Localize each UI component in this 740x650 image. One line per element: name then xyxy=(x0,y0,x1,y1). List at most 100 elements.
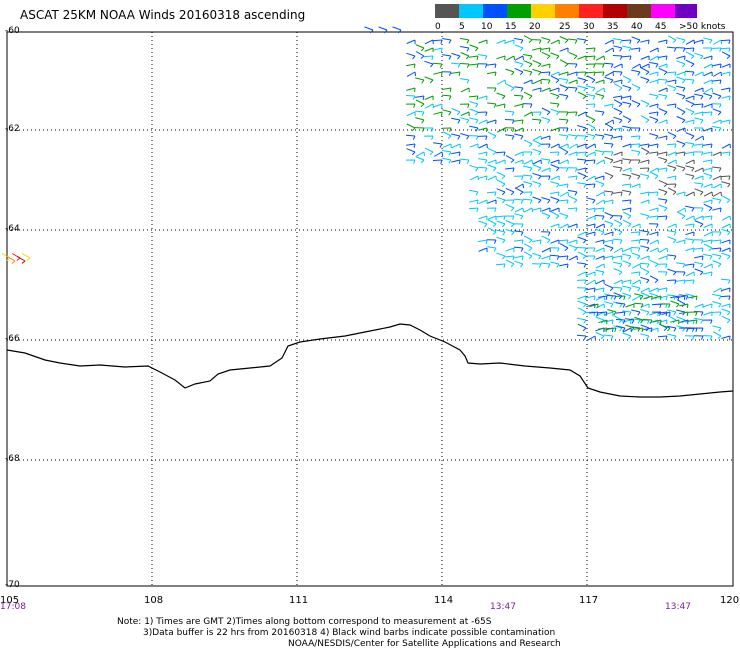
legend-swatch-9 xyxy=(651,4,675,18)
wind-barb xyxy=(568,239,578,245)
wind-barb xyxy=(433,71,443,77)
wind-barb xyxy=(568,51,578,60)
wind-barb xyxy=(568,143,579,149)
wind-barb xyxy=(523,91,533,100)
wind-barb xyxy=(603,142,614,148)
wind-barb xyxy=(676,239,686,245)
wind-barb xyxy=(712,151,722,157)
wind-barb xyxy=(478,143,488,149)
wind-barb xyxy=(505,259,515,268)
wind-barb xyxy=(469,108,479,116)
wind-barb xyxy=(513,223,524,228)
wind-barb xyxy=(694,111,704,117)
wind-barb xyxy=(585,55,596,61)
wind-barb xyxy=(496,55,506,61)
wind-barb xyxy=(477,166,488,172)
wind-barb xyxy=(604,319,614,325)
wind-barb xyxy=(604,133,614,140)
wind-barb xyxy=(460,78,470,84)
wind-barb xyxy=(720,278,731,284)
wind-barb xyxy=(568,38,578,44)
wind-barb xyxy=(423,55,434,60)
wind-barb xyxy=(598,295,608,301)
wind-barb xyxy=(478,127,488,133)
wind-barb xyxy=(703,103,713,108)
wind-barb xyxy=(477,135,488,140)
wind-barb xyxy=(703,215,713,221)
wind-barb xyxy=(712,239,722,245)
wind-barb xyxy=(622,125,632,132)
wind-barb xyxy=(577,91,587,100)
wind-barb xyxy=(640,55,650,61)
wind-barb xyxy=(577,231,587,237)
wind-barb xyxy=(496,39,506,45)
wind-barb xyxy=(514,207,524,213)
wind-barb xyxy=(703,63,713,69)
wind-barb xyxy=(406,123,416,132)
wind-barb xyxy=(442,150,452,156)
wind-barb xyxy=(541,51,551,60)
wind-barb xyxy=(649,103,659,109)
wind-barb xyxy=(487,164,497,172)
wind-barb xyxy=(685,151,695,157)
wind-barb xyxy=(721,63,731,68)
wind-barb xyxy=(523,79,533,85)
wind-barb xyxy=(712,183,722,189)
wind-barb xyxy=(639,167,650,172)
wind-barb xyxy=(468,207,479,212)
wind-barb xyxy=(568,71,578,77)
wind-barb xyxy=(532,139,542,148)
wind-barb xyxy=(595,239,605,245)
wind-barb xyxy=(487,102,497,108)
wind-barb xyxy=(721,223,731,229)
wind-barb xyxy=(721,143,731,149)
wind-barb xyxy=(622,115,632,123)
wind-barb xyxy=(514,37,524,44)
wind-barb xyxy=(469,199,479,205)
wind-barb xyxy=(415,44,425,52)
wind-barb xyxy=(649,231,659,237)
wind-barb xyxy=(406,63,416,68)
wind-barb xyxy=(442,157,452,164)
wind-barb xyxy=(585,47,596,53)
wind-barb xyxy=(424,76,434,84)
wind-barb xyxy=(631,47,641,53)
wind-barb xyxy=(640,115,650,123)
wind-barb xyxy=(532,148,542,156)
wind-barb xyxy=(504,199,515,204)
wind-barb xyxy=(586,271,596,276)
wind-barb xyxy=(559,36,569,44)
wind-barb xyxy=(606,327,617,332)
legend-label-6: 30 xyxy=(583,22,595,32)
wind-barb xyxy=(649,311,659,317)
note-line-2: 3)Data buffer is 22 hrs from 20160318 4)… xyxy=(143,628,556,638)
wind-barb xyxy=(504,119,515,124)
wind-barb xyxy=(424,147,434,156)
wind-barb xyxy=(721,287,731,293)
legend-label-2: 10 xyxy=(481,22,493,32)
wind-barb xyxy=(567,63,578,68)
wind-barb xyxy=(478,175,488,181)
wind-barb xyxy=(522,103,533,108)
legend-label-9: 45 xyxy=(655,22,667,32)
wind-barb xyxy=(586,295,596,300)
wind-barb xyxy=(567,207,578,212)
wind-barb xyxy=(469,117,479,124)
wind-barb xyxy=(550,207,560,213)
wind-barb xyxy=(558,127,569,132)
wind-barb xyxy=(505,83,515,92)
wind-barb xyxy=(613,63,623,69)
wind-barb xyxy=(613,166,623,172)
legend-label-7: 35 xyxy=(607,22,619,32)
wind-barb xyxy=(577,125,587,132)
wind-barb xyxy=(603,151,614,156)
wind-barb xyxy=(469,189,479,196)
wind-barb xyxy=(550,191,560,196)
wind-barb xyxy=(712,108,722,116)
wind-barb xyxy=(595,191,605,197)
wind-barb xyxy=(567,86,578,92)
wind-barb xyxy=(478,54,488,60)
wind-barb xyxy=(532,87,542,93)
wind-barb xyxy=(541,212,551,220)
legend-label-3: 15 xyxy=(505,22,517,32)
